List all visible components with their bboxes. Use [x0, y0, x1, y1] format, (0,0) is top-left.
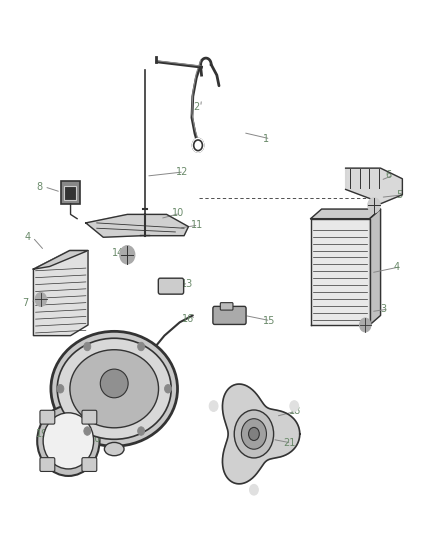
Polygon shape: [346, 168, 403, 204]
Ellipse shape: [241, 419, 266, 449]
Circle shape: [84, 342, 91, 351]
Text: 5: 5: [396, 190, 402, 200]
FancyBboxPatch shape: [82, 458, 97, 472]
FancyBboxPatch shape: [64, 186, 76, 200]
Text: 2: 2: [193, 102, 199, 112]
Text: 11: 11: [191, 220, 203, 230]
Circle shape: [35, 293, 46, 306]
Circle shape: [360, 318, 371, 332]
Ellipse shape: [234, 410, 274, 458]
Text: 13: 13: [180, 279, 193, 288]
Circle shape: [84, 427, 91, 435]
Text: 3: 3: [381, 304, 387, 314]
FancyBboxPatch shape: [158, 278, 184, 294]
FancyBboxPatch shape: [40, 458, 55, 472]
Text: 16: 16: [182, 313, 194, 324]
FancyBboxPatch shape: [40, 410, 55, 424]
Text: 8: 8: [36, 182, 42, 192]
Ellipse shape: [70, 350, 159, 428]
Ellipse shape: [51, 332, 177, 446]
FancyBboxPatch shape: [220, 303, 233, 310]
Text: 4: 4: [394, 262, 400, 271]
Text: 7: 7: [22, 297, 29, 308]
Text: 15: 15: [263, 316, 275, 326]
Ellipse shape: [43, 413, 94, 469]
Text: 21: 21: [284, 438, 296, 448]
FancyBboxPatch shape: [82, 410, 97, 424]
Polygon shape: [370, 209, 381, 325]
Text: 1: 1: [263, 134, 269, 144]
Ellipse shape: [57, 338, 171, 439]
FancyBboxPatch shape: [61, 181, 80, 204]
Circle shape: [250, 484, 258, 495]
Polygon shape: [86, 214, 188, 237]
Circle shape: [138, 427, 145, 435]
Circle shape: [209, 401, 218, 411]
Text: 14: 14: [112, 248, 124, 258]
Polygon shape: [33, 251, 88, 269]
Circle shape: [192, 139, 204, 152]
Circle shape: [368, 198, 380, 213]
Ellipse shape: [100, 369, 128, 398]
Circle shape: [290, 401, 299, 411]
Ellipse shape: [104, 442, 124, 456]
Circle shape: [165, 384, 172, 393]
Text: 10: 10: [172, 208, 184, 219]
Circle shape: [138, 342, 145, 351]
Text: 12: 12: [176, 167, 189, 177]
Text: 19: 19: [35, 429, 48, 439]
FancyBboxPatch shape: [213, 306, 246, 325]
Polygon shape: [311, 209, 381, 219]
Polygon shape: [223, 384, 300, 484]
Ellipse shape: [37, 406, 99, 476]
Ellipse shape: [248, 427, 259, 440]
Text: 18: 18: [289, 406, 301, 416]
Text: 20: 20: [88, 434, 100, 445]
Circle shape: [192, 139, 204, 152]
Text: 6: 6: [386, 170, 392, 180]
Polygon shape: [33, 251, 88, 336]
Text: 22: 22: [67, 385, 80, 395]
Text: 4: 4: [25, 232, 31, 243]
Circle shape: [120, 246, 135, 264]
Polygon shape: [311, 219, 370, 325]
Circle shape: [57, 384, 64, 393]
